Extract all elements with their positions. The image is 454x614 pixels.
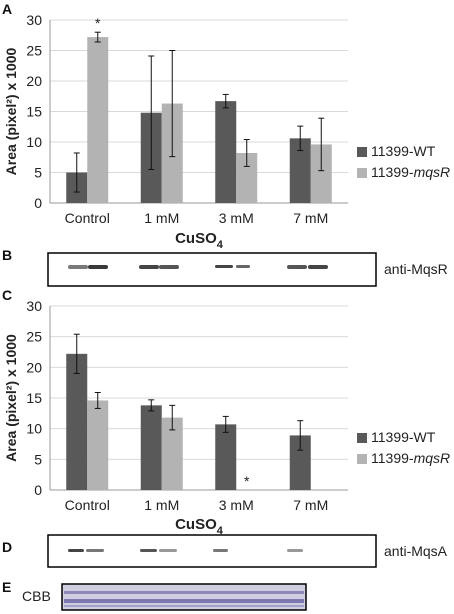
error-bar xyxy=(297,125,304,152)
x-tick-label: Control xyxy=(65,497,110,513)
legend-label-italic: mqsR xyxy=(414,164,451,180)
legend-label: 11399-mqsR xyxy=(371,450,450,466)
panel-letter-d: D xyxy=(2,539,12,555)
x-tick-label: Control xyxy=(65,210,110,226)
x-axis-label: CuSO4 xyxy=(175,516,224,537)
x-tick-label: 7 mM xyxy=(293,210,328,226)
bar xyxy=(140,405,162,490)
x-axis-label-subscript: 4 xyxy=(217,525,224,537)
legend: 11399-WT 11399-mqsR xyxy=(357,143,450,180)
x-tick-label: 7 mM xyxy=(293,497,328,513)
y-tick-label: 10 xyxy=(26,134,42,150)
x-axis-label-main: CuSO xyxy=(175,230,217,247)
y-tick-label: 5 xyxy=(34,165,42,181)
error-bar xyxy=(94,31,101,43)
y-tick-label: 25 xyxy=(26,43,42,59)
error-bar xyxy=(169,404,176,431)
error-bar xyxy=(318,117,325,172)
panel-letter-b: B xyxy=(2,247,12,263)
x-axis-label: CuSO4 xyxy=(175,230,224,251)
y-axis-label: Area (pixel²) x 1000 xyxy=(3,47,19,175)
y-tick-label: 30 xyxy=(26,12,42,28)
legend-label-text: 11399-WT xyxy=(371,429,436,445)
error-bar xyxy=(297,420,304,451)
legend-label-text: 11399- xyxy=(371,164,414,180)
bar xyxy=(161,417,183,490)
x-tick-label: 3 mM xyxy=(219,497,254,513)
y-tick-label: 25 xyxy=(26,329,42,345)
western-blot-d: anti-MqsA xyxy=(47,534,448,568)
y-tick-label: 20 xyxy=(26,359,42,375)
legend-swatch xyxy=(357,147,367,157)
y-tick-label: 5 xyxy=(34,451,42,467)
blot-frame-b xyxy=(47,252,377,287)
x-axis-label-subscript: 4 xyxy=(217,239,224,251)
legend-swatch xyxy=(357,454,367,464)
bar xyxy=(289,435,311,490)
significance-marker: * xyxy=(244,473,250,489)
error-bar xyxy=(222,415,229,433)
gel-bands-e xyxy=(64,591,304,607)
chart-c: 0 5 10 15 20 25 30 Control 1 mM 3 mM 7 mM * Area (pi… xyxy=(3,298,450,537)
error-bar xyxy=(73,333,80,374)
panel-letter-e: E xyxy=(2,579,11,595)
legend-label: 11399-WT xyxy=(371,143,436,159)
bar xyxy=(289,138,311,203)
y-tick-label: 15 xyxy=(26,104,42,120)
legend: 11399-WT 11399-mqsR xyxy=(357,429,450,466)
error-bar xyxy=(243,139,250,167)
legend-swatch xyxy=(357,433,367,443)
chart-a: 0 5 10 15 20 25 30 Control 1 mM 3 mM 7 mM * Area (pi… xyxy=(3,12,450,251)
x-tick-label: 3 mM xyxy=(219,210,254,226)
blot-label-d: anti-MqsA xyxy=(384,543,448,559)
y-tick-label: 30 xyxy=(26,298,42,314)
bar xyxy=(310,144,332,203)
error-bar xyxy=(94,391,101,409)
western-blot-b: anti-MqsR xyxy=(47,252,448,287)
panel-letter-c: C xyxy=(2,287,12,303)
bar xyxy=(87,37,109,203)
legend-label: 11399-WT xyxy=(371,429,436,445)
y-tick-label: 15 xyxy=(26,390,42,406)
x-tick-label: 1 mM xyxy=(144,497,179,513)
legend-label-text: 11399-WT xyxy=(371,143,436,159)
bar xyxy=(215,101,237,203)
cbb-gel-e: CBB xyxy=(22,583,307,611)
blot-bands-d xyxy=(68,549,303,552)
bar xyxy=(66,353,88,490)
y-tick-label: 0 xyxy=(34,195,42,211)
error-bar xyxy=(222,93,229,109)
blot-label-b: anti-MqsR xyxy=(384,261,448,277)
x-axis-label-main: CuSO xyxy=(175,516,217,533)
bar xyxy=(215,424,237,490)
legend-swatch xyxy=(357,168,367,178)
bar xyxy=(236,152,258,203)
legend-label-italic: mqsR xyxy=(414,450,451,466)
y-tick-label: 10 xyxy=(26,421,42,437)
panel-letter-a: A xyxy=(2,1,12,17)
bar xyxy=(87,400,109,490)
legend-label: 11399-mqsR xyxy=(371,164,450,180)
legend-label-text: 11399- xyxy=(371,450,414,466)
error-bar xyxy=(169,50,176,158)
error-bar xyxy=(148,399,155,412)
error-bar xyxy=(73,152,80,193)
blot-bands-b xyxy=(68,265,328,269)
x-tick-label: 1 mM xyxy=(144,210,179,226)
error-bar xyxy=(148,55,155,170)
y-tick-label: 0 xyxy=(34,482,42,498)
significance-marker: * xyxy=(95,15,101,31)
y-axis-label: Area (pixel²) x 1000 xyxy=(3,334,19,462)
gel-label-e: CBB xyxy=(22,588,51,604)
y-tick-label: 20 xyxy=(26,73,42,89)
